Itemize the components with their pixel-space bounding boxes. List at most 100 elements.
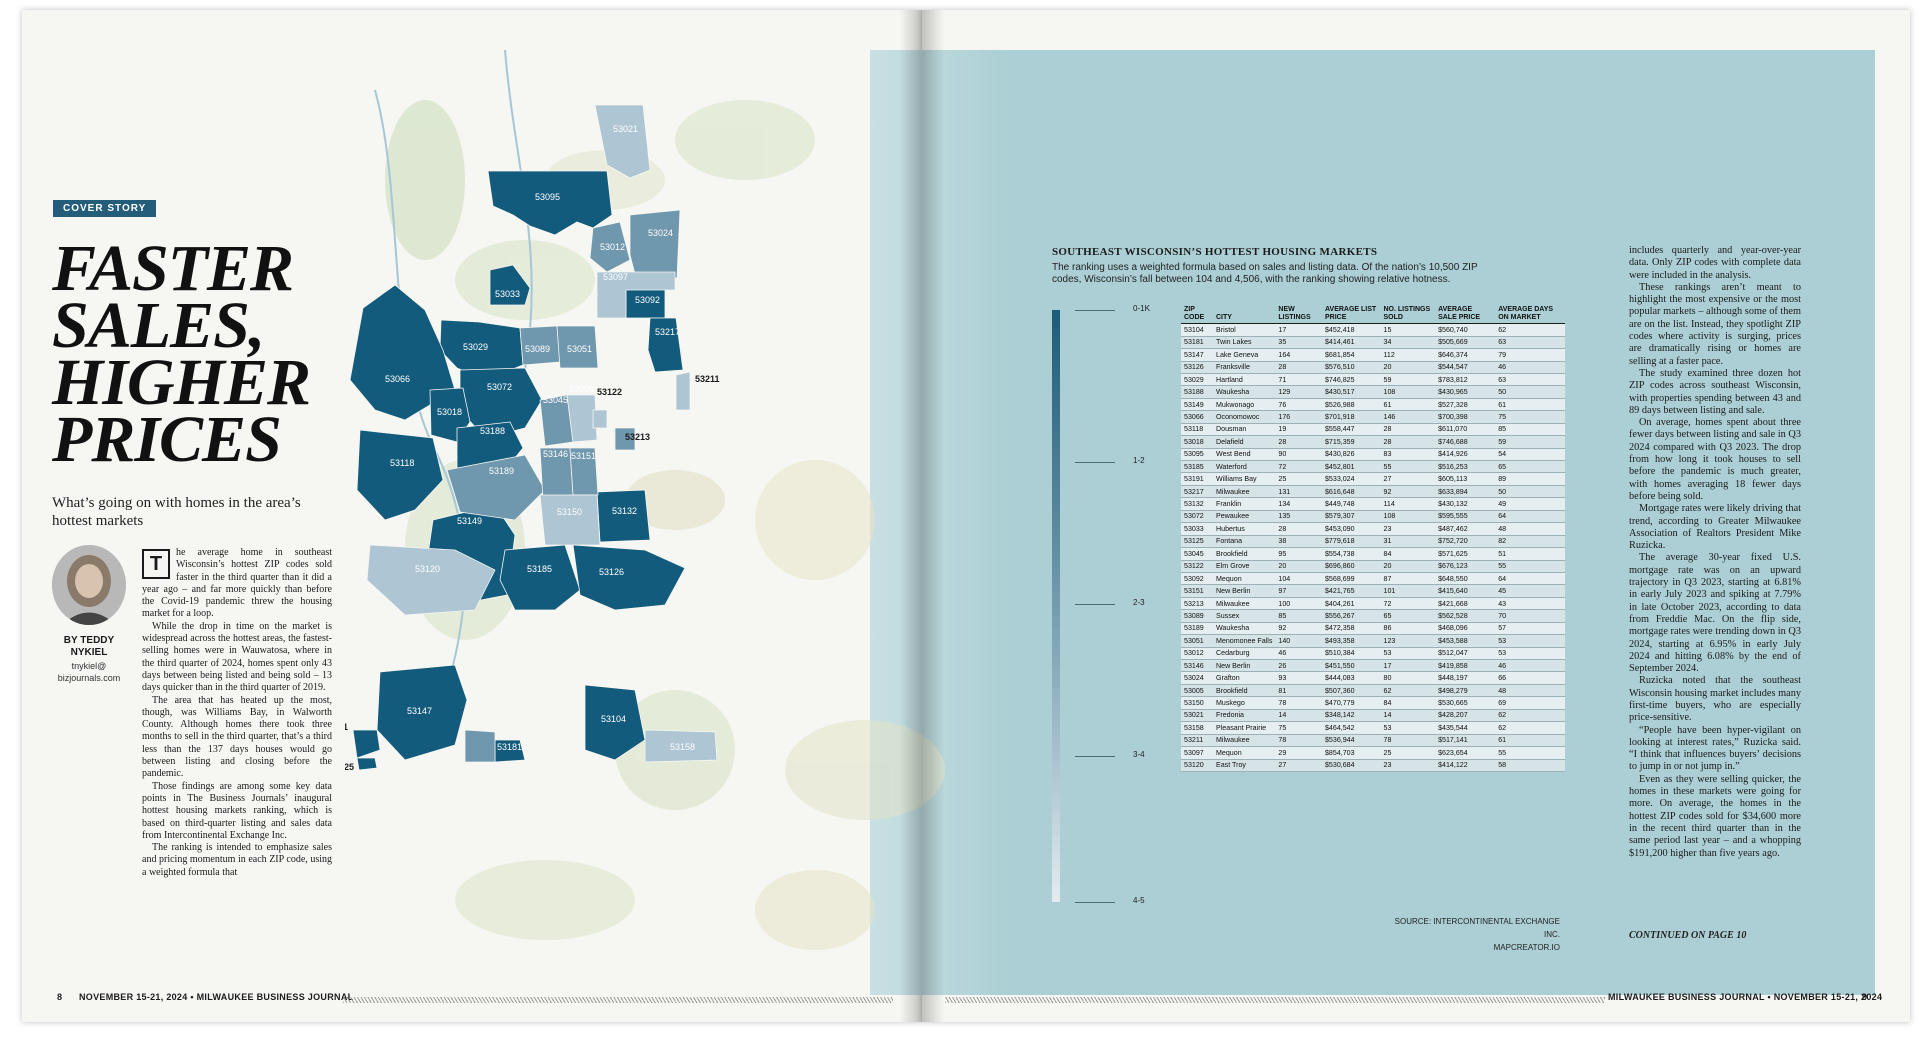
table-cell: Twin Lakes bbox=[1213, 336, 1276, 350]
map-label-53012: 53012 bbox=[600, 242, 625, 252]
col-avg-list-price: AVERAGE LIST PRICE bbox=[1321, 306, 1381, 325]
table-cell: 61 bbox=[1495, 734, 1565, 748]
table-cell: 28 bbox=[1275, 435, 1322, 449]
table-cell: Milwaukee bbox=[1213, 597, 1276, 611]
table-cell: 62 bbox=[1495, 323, 1565, 337]
table-row: 53089 Sussex 85 $556,267 65 $562,528 70 bbox=[1181, 609, 1565, 623]
table-row: 53118 Dousman 19 $558,447 28 $611,070 85 bbox=[1181, 423, 1565, 437]
table-cell: 53125 bbox=[1181, 535, 1213, 549]
table-cell: 14 bbox=[1380, 709, 1436, 723]
story-paragraph: On average, homes spent about three fewe… bbox=[1629, 417, 1801, 502]
table-cell: 58 bbox=[1495, 759, 1565, 772]
table-cell: $430,517 bbox=[1321, 385, 1381, 399]
table-cell: $681,854 bbox=[1321, 348, 1381, 362]
table-cell: 54 bbox=[1495, 448, 1565, 462]
map-label-53125: 53125 bbox=[345, 762, 354, 772]
table-cell: $472,358 bbox=[1321, 622, 1381, 636]
table-cell: 23 bbox=[1380, 522, 1436, 536]
table-cell: 53217 bbox=[1181, 485, 1213, 499]
table-cell: Fredonia bbox=[1213, 709, 1276, 723]
table-cell: 20 bbox=[1380, 560, 1436, 573]
map-label-53072: 53072 bbox=[487, 382, 512, 392]
table-cell: 62 bbox=[1495, 721, 1565, 735]
table-cell: $415,640 bbox=[1435, 584, 1496, 598]
table-cell: Waukesha bbox=[1213, 385, 1276, 399]
zip-53122 bbox=[592, 409, 608, 429]
zip-53191 bbox=[352, 729, 381, 759]
table-cell: 89 bbox=[1495, 472, 1565, 486]
table-cell: 108 bbox=[1380, 510, 1436, 524]
table-cell: 63 bbox=[1495, 336, 1565, 350]
table-cell: $430,826 bbox=[1321, 448, 1381, 462]
table-row: 53005 Brookfield 81 $507,360 62 $498,279 48 bbox=[1181, 684, 1565, 698]
table-cell: Williams Bay bbox=[1213, 472, 1276, 486]
table-cell: 176 bbox=[1275, 410, 1322, 424]
table-cell: Menomonee Falls bbox=[1213, 634, 1276, 648]
table-cell: 14 bbox=[1275, 709, 1322, 723]
table-cell: 61 bbox=[1495, 398, 1565, 412]
table-cell: Lake Geneva bbox=[1213, 348, 1276, 362]
table-cell: $468,096 bbox=[1435, 622, 1496, 636]
table-cell: 85 bbox=[1275, 609, 1322, 623]
table-cell: 78 bbox=[1380, 734, 1436, 748]
table-cell: $498,279 bbox=[1435, 684, 1496, 698]
table-row: 53125 Fontana 38 $779,618 31 $752,720 82 bbox=[1181, 535, 1565, 549]
map-label-53104: 53104 bbox=[601, 714, 626, 724]
zip-53024 bbox=[629, 209, 681, 283]
table-cell: 48 bbox=[1495, 522, 1565, 536]
table-cell: $517,141 bbox=[1435, 734, 1496, 748]
table-cell: Milwaukee bbox=[1213, 485, 1276, 499]
table-cell: 53029 bbox=[1181, 373, 1213, 387]
table-cell: 53089 bbox=[1181, 609, 1213, 623]
table-cell: $558,447 bbox=[1321, 423, 1381, 437]
table-cell: 53189 bbox=[1181, 622, 1213, 636]
map-label-53151: 53151 bbox=[571, 451, 596, 461]
table-cell: Pleasant Prairie bbox=[1213, 721, 1276, 735]
table-cell: East Troy bbox=[1213, 759, 1276, 772]
table-cell: $470,779 bbox=[1321, 696, 1381, 710]
author-email: tnykiel@ bizjournals.com bbox=[57, 661, 121, 683]
table-cell: 104 bbox=[1275, 572, 1322, 586]
table-cell: 108 bbox=[1380, 385, 1436, 399]
table-cell: 28 bbox=[1380, 423, 1436, 437]
table-cell: Waukesha bbox=[1213, 622, 1276, 636]
map-label-53211: 53211 bbox=[695, 374, 720, 384]
table-cell: 20 bbox=[1275, 560, 1322, 573]
table-cell: $430,132 bbox=[1435, 497, 1496, 511]
story-paragraph: Even as they were selling quicker, the h… bbox=[1629, 773, 1801, 859]
table-cell: 62 bbox=[1380, 684, 1436, 698]
table-cell: 135 bbox=[1275, 510, 1322, 524]
table-cell: 53066 bbox=[1181, 410, 1213, 424]
table-cell: $452,418 bbox=[1321, 323, 1381, 337]
table-row: 53185 Waterford 72 $452,801 55 $516,253 65 bbox=[1181, 460, 1565, 474]
table-cell: $611,070 bbox=[1435, 423, 1496, 437]
table-cell: 76 bbox=[1275, 398, 1322, 412]
table-cell: $536,944 bbox=[1321, 734, 1381, 748]
table-cell: West Bend bbox=[1213, 448, 1276, 462]
subhead: What’s going on with homes in the area’s… bbox=[52, 495, 301, 529]
table-cell: Dousman bbox=[1213, 423, 1276, 437]
table-cell: 53118 bbox=[1181, 423, 1213, 437]
table-cell: $428,207 bbox=[1435, 709, 1496, 723]
table-cell: 53126 bbox=[1181, 361, 1213, 374]
map-label-53146: 53146 bbox=[543, 449, 568, 459]
table-cell: $779,618 bbox=[1321, 535, 1381, 549]
table-row: 53146 New Berlin 26 $451,550 17 $419,858 46 bbox=[1181, 659, 1565, 673]
table-cell: 71 bbox=[1275, 373, 1322, 387]
table-cell: 78 bbox=[1275, 696, 1322, 710]
table-cell: 53097 bbox=[1181, 746, 1213, 760]
table-cell: 53132 bbox=[1181, 497, 1213, 511]
drop-cap: T bbox=[142, 549, 170, 579]
table-cell: 53033 bbox=[1181, 522, 1213, 536]
story-paragraph: The average 30-year fixed U.S. mortgage … bbox=[1629, 552, 1801, 675]
table-cell: $595,555 bbox=[1435, 510, 1496, 524]
table-cell: 26 bbox=[1275, 659, 1322, 673]
table-cell: 53213 bbox=[1181, 597, 1213, 611]
table-row: 53147 Lake Geneva 164 $681,854 112 $646,374 79 bbox=[1181, 348, 1565, 362]
table-cell: 86 bbox=[1380, 622, 1436, 636]
table-cell: 164 bbox=[1275, 348, 1322, 362]
table-cell: 53024 bbox=[1181, 671, 1213, 685]
table-row: 53122 Elm Grove 20 $696,860 20 $676,123 55 bbox=[1181, 560, 1565, 573]
col-days-on-market: AVERAGE DAYS ON MARKET bbox=[1495, 306, 1565, 325]
table-cell: $414,461 bbox=[1321, 336, 1381, 350]
